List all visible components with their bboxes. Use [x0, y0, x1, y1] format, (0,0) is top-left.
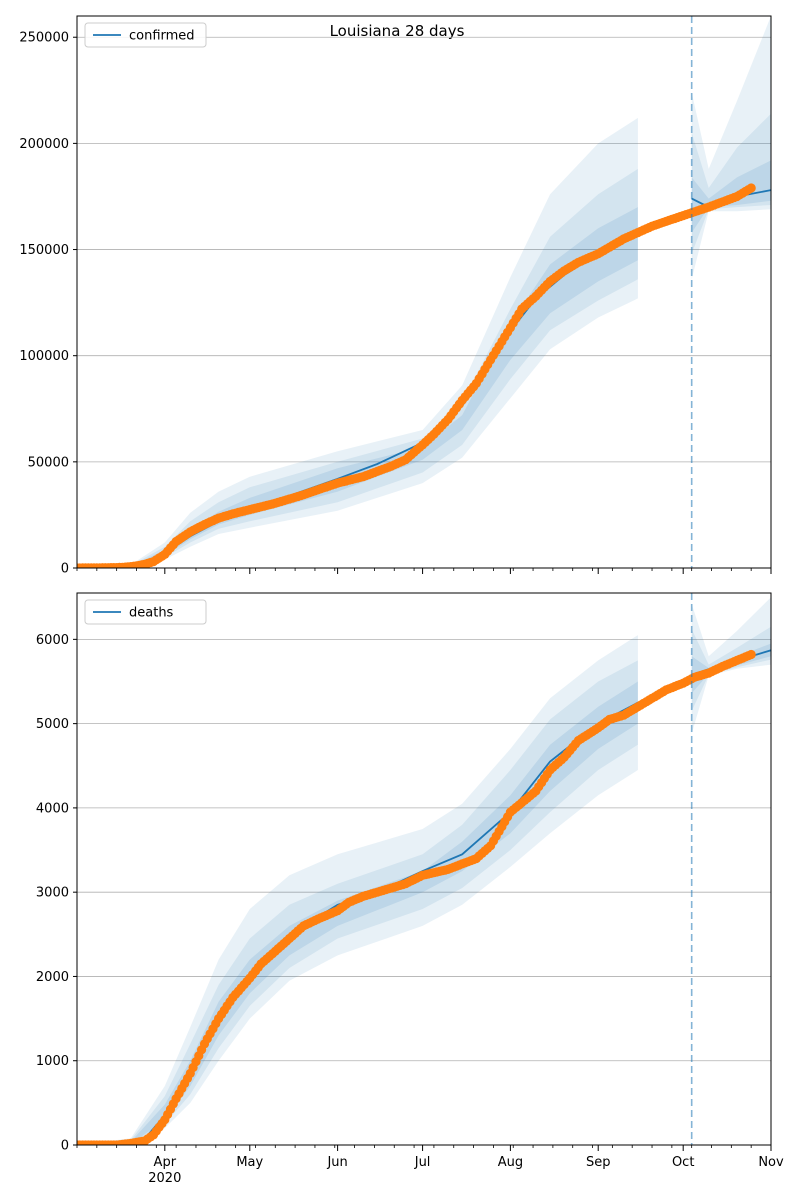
confirmed-panel: 0 50000 100000 150000 200000 250000 confirmed [19, 15, 772, 577]
y-tick-label: 250000 [19, 31, 69, 46]
x-tick-label: Aug [498, 1155, 523, 1170]
x-tick-label: Jul [414, 1155, 431, 1170]
y-tick-label: 6000 [36, 633, 69, 648]
y-tick-label: 5000 [36, 717, 69, 732]
observed-point [746, 649, 756, 660]
y-tick-label: 2000 [36, 970, 69, 985]
y-tick-label: 0 [61, 562, 69, 577]
x-tick-label: Sep [586, 1155, 611, 1170]
x-tick-label: Oct [672, 1155, 694, 1170]
legend-box [84, 599, 207, 625]
y-tick-label: 4000 [36, 801, 69, 816]
uncertainty-band-middle [691, 113, 771, 254]
plot-area [77, 16, 771, 568]
legend-box [84, 22, 207, 48]
legend-label: confirmed [129, 29, 195, 44]
y-tick-label: 100000 [19, 349, 69, 364]
uncertainty-band-middle [691, 626, 771, 711]
y-tick-label: 3000 [36, 886, 69, 901]
figure-title: Louisiana 28 days [330, 22, 465, 40]
y-tick-label: 200000 [19, 137, 69, 152]
observed-point [746, 183, 756, 193]
axes-frame [76, 592, 772, 1146]
x-tick-year-label: 2020 [148, 1171, 181, 1186]
legend-label: deaths [129, 606, 174, 621]
uncertainty-band-outer [691, 16, 771, 280]
y-tick-label: 150000 [19, 243, 69, 258]
plot-area [77, 593, 771, 1145]
x-tick-label: Jun [326, 1155, 347, 1170]
axes-frame [76, 15, 772, 569]
y-tick-label: 0 [61, 1139, 69, 1154]
y-tick-label: 50000 [28, 455, 69, 470]
y-tick-label: 1000 [36, 1054, 69, 1069]
uncertainty-band-middle [77, 168, 638, 568]
x-tick-label: Nov [758, 1155, 784, 1170]
x-tick-label: May [236, 1155, 263, 1170]
x-tick-label: Apr [154, 1155, 177, 1170]
uncertainty-band-inner [77, 207, 638, 568]
